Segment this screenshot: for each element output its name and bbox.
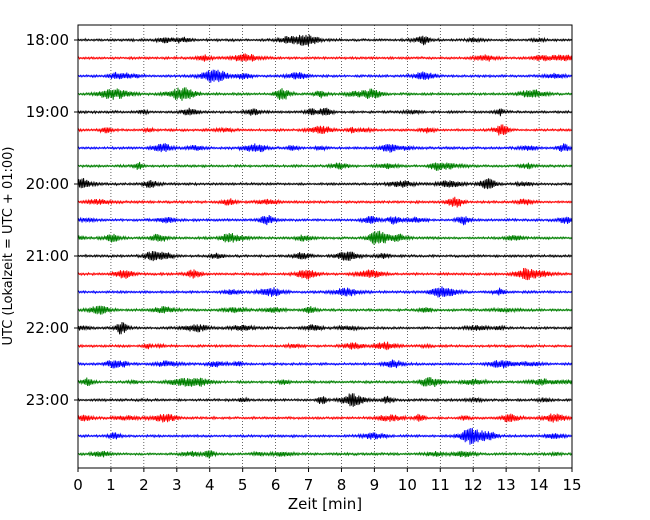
y-tick-label: 18:00	[26, 31, 69, 49]
trace-line	[77, 124, 572, 136]
x-tick-label: 15	[562, 476, 581, 494]
trace-line	[77, 251, 572, 262]
y-axis-ticks: 18:00 19:00 20:00 21:00 22:00 23:00	[26, 31, 78, 409]
trace-line	[77, 393, 572, 407]
trace-line	[77, 305, 572, 315]
vertical-grid	[110, 25, 540, 468]
y-tick-label: 20:00	[26, 175, 69, 193]
trace-line	[77, 107, 572, 117]
x-tick-label: 1	[106, 476, 116, 494]
trace-line	[77, 53, 573, 62]
x-axis-label: Zeit [min]	[288, 495, 362, 513]
trace-line	[77, 450, 573, 459]
trace-line	[77, 69, 572, 83]
trace-line	[77, 428, 572, 445]
trace-line	[77, 214, 573, 226]
trace-line	[77, 377, 573, 387]
x-tick-label: 12	[464, 476, 483, 494]
x-tick-label: 3	[172, 476, 182, 494]
x-tick-label: 14	[530, 476, 549, 494]
trace-line	[77, 143, 573, 153]
x-tick-label: 4	[205, 476, 215, 494]
x-tick-label: 10	[398, 476, 417, 494]
x-tick-label: 8	[337, 476, 347, 494]
trace-line	[77, 178, 573, 190]
y-tick-label: 21:00	[26, 247, 69, 265]
x-tick-label: 0	[73, 476, 83, 494]
trace-line	[77, 230, 572, 245]
trace-line	[77, 196, 572, 208]
trace-line	[77, 413, 573, 423]
x-tick-label: 2	[139, 476, 149, 494]
trace-line	[77, 341, 572, 351]
x-tick-label: 13	[497, 476, 516, 494]
y-axis-label: UTC (Lokalzeit = UTC + 01:00)	[1, 147, 16, 346]
trace-line	[77, 34, 572, 47]
trace-line	[77, 359, 573, 369]
seismic-traces	[77, 34, 573, 459]
y-tick-label: 19:00	[26, 103, 69, 121]
trace-line	[77, 87, 572, 101]
x-tick-label: 9	[370, 476, 380, 494]
trace-line	[77, 286, 572, 298]
y-tick-label: 23:00	[26, 391, 69, 409]
trace-line	[77, 322, 573, 335]
x-tick-label: 11	[431, 476, 450, 494]
y-tick-label: 22:00	[26, 319, 69, 337]
plot-frame	[77, 24, 573, 469]
x-tick-label: 5	[238, 476, 248, 494]
x-axis-ticks: 0 1 2 3 4 5 6 7 8 9 10 11 12 13 14 15	[73, 468, 582, 494]
x-tick-label: 7	[304, 476, 314, 494]
x-tick-label: 6	[271, 476, 281, 494]
trace-line	[77, 267, 572, 281]
trace-line	[77, 161, 573, 171]
